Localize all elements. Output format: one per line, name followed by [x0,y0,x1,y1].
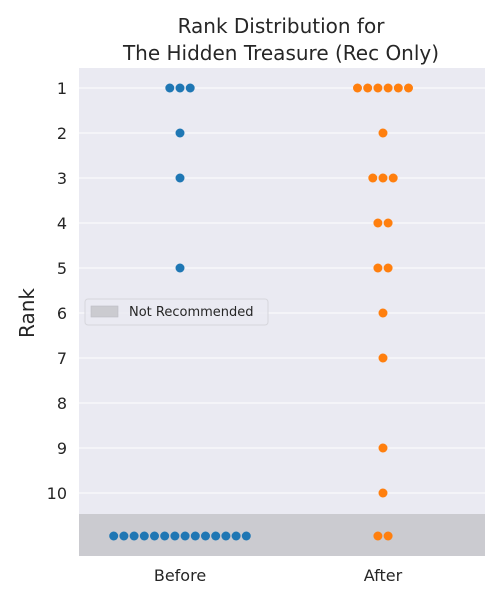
data-point-after [378,308,388,318]
y-tick-label: 5 [57,259,67,278]
legend: Not Recommended [84,298,269,326]
data-point-after [383,83,393,93]
data-point-before [175,83,185,93]
data-point-after [388,173,398,183]
y-axis-ticks: 1 2 3 4 5 6 7 8 9 10 [47,79,67,503]
legend-swatch-not-recommended [90,305,119,318]
data-point-before [175,128,185,138]
legend-label-not-recommended: Not Recommended [129,305,254,320]
data-point-after [378,173,388,183]
data-point-after [383,531,393,541]
x-tick-label: Before [154,566,206,585]
data-point-after [378,353,388,363]
data-point-after [404,83,413,93]
grid-lines [79,87,485,494]
data-points [109,83,413,541]
data-point-before [231,531,241,541]
data-point-after [378,128,388,138]
not-recommended-band [79,514,485,556]
data-point-before [170,531,180,541]
y-tick-label: 9 [57,439,67,458]
y-tick-label: 2 [57,124,67,143]
data-point-before [165,83,175,93]
data-point-after [373,263,383,273]
data-point-before [160,531,170,541]
data-point-after [383,218,393,228]
data-point-after [383,263,393,273]
data-point-before [201,531,210,541]
data-point-before [175,263,185,273]
y-tick-label: 3 [57,169,67,188]
data-point-after [368,173,378,183]
data-point-after [378,443,388,453]
data-point-before [119,531,129,541]
data-point-before [109,531,119,541]
data-point-after [378,488,388,498]
chart-title-line-1: Rank Distribution for [178,14,386,38]
data-point-before [129,531,139,541]
data-point-after [373,218,383,228]
y-tick-label: 1 [57,79,67,98]
data-point-after [373,83,383,93]
x-tick-label: After [364,566,403,585]
data-point-before [241,531,251,541]
data-point-before [185,83,195,93]
legend-box [84,298,269,326]
data-point-before [211,531,221,541]
data-point-after [373,531,383,541]
data-point-after [393,83,403,93]
data-point-before [180,531,190,541]
y-tick-label: 8 [57,394,67,413]
data-point-before [190,531,200,541]
y-tick-label: 6 [57,304,67,323]
data-point-before [175,173,185,183]
y-axis-label: Rank [15,288,39,338]
data-point-before [139,531,149,541]
data-point-before [221,531,231,541]
data-point-after [363,83,373,93]
x-axis-ticks: Before After [154,566,403,585]
data-point-after [353,83,362,93]
y-tick-label: 10 [47,484,67,503]
y-tick-label: 7 [57,349,67,368]
data-point-before [150,531,159,541]
y-tick-label: 4 [57,214,67,233]
chart-title-line-2: The Hidden Treasure (Rec Only) [122,41,439,65]
